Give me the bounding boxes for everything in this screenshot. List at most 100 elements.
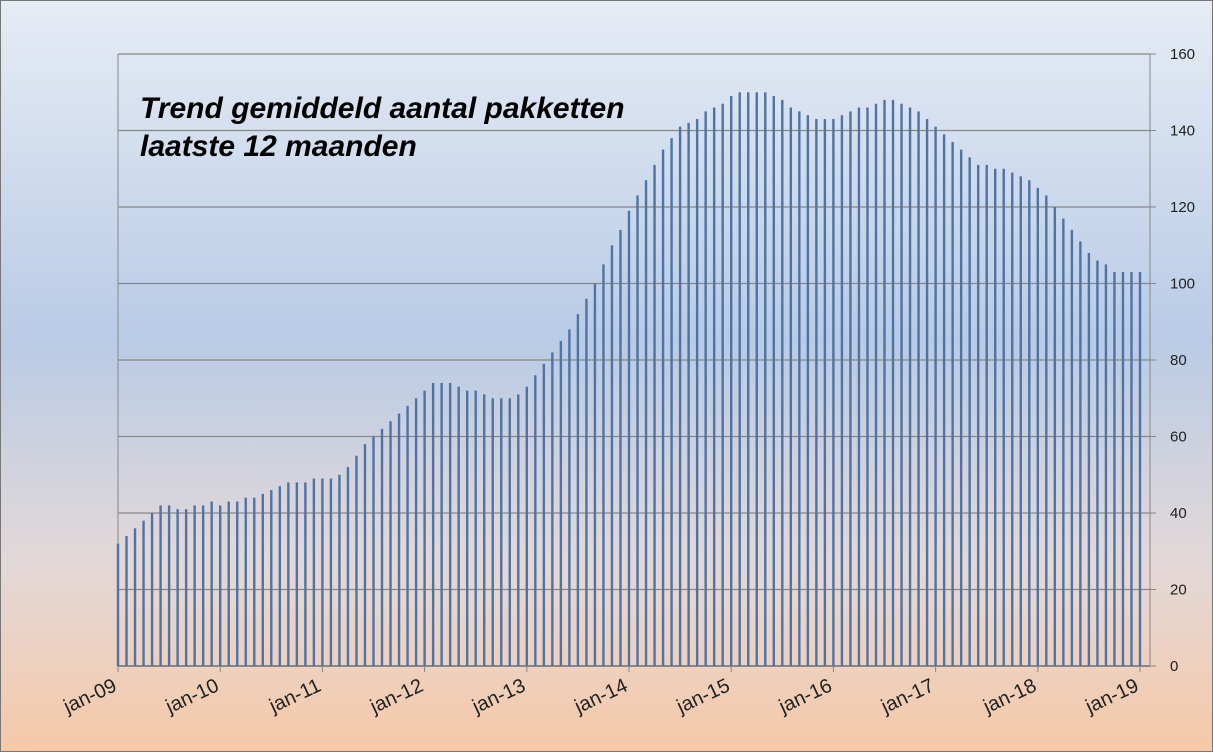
y-tick-label: 60 (1170, 429, 1187, 446)
bar (270, 490, 273, 666)
bar (551, 352, 554, 666)
bar (338, 474, 341, 666)
bar (227, 501, 230, 666)
bar (610, 245, 614, 666)
bar (542, 363, 546, 666)
bar (150, 513, 154, 666)
bar (840, 115, 844, 666)
bar (193, 505, 196, 666)
bar (1028, 180, 1031, 666)
bar (866, 107, 869, 667)
bar (142, 520, 145, 666)
bar (414, 398, 418, 666)
bar (431, 382, 435, 666)
bar (244, 497, 247, 666)
bar (823, 119, 827, 666)
y-tick-label: 100 (1170, 276, 1195, 293)
bar (1036, 187, 1039, 666)
bar (219, 505, 222, 666)
bar (747, 92, 750, 666)
bar (176, 509, 179, 666)
bar (721, 103, 724, 667)
bar (133, 528, 137, 666)
bar (832, 119, 835, 666)
bar (380, 428, 384, 666)
bar (764, 92, 767, 666)
bar (1104, 264, 1108, 666)
bar (917, 111, 920, 666)
bar (321, 478, 324, 666)
bar (474, 390, 477, 666)
bar (116, 543, 120, 666)
bar (985, 164, 988, 667)
bar (261, 493, 264, 666)
bar (295, 482, 299, 666)
bar (236, 501, 239, 666)
y-tick-label: 140 (1170, 123, 1195, 140)
bar (1138, 272, 1142, 666)
bar (738, 92, 741, 666)
bar (772, 96, 775, 666)
bar (448, 382, 452, 666)
bar (304, 482, 307, 666)
bar (1113, 272, 1116, 666)
bar (994, 168, 997, 666)
bar (329, 478, 333, 666)
bar (934, 126, 937, 667)
bar (389, 421, 392, 666)
bar (363, 444, 367, 666)
bar (730, 96, 733, 666)
bar (125, 535, 128, 666)
bar (670, 138, 673, 666)
bar (602, 264, 605, 666)
bar (201, 505, 205, 666)
bar (1130, 272, 1133, 666)
bar (287, 482, 290, 666)
bar (406, 405, 409, 666)
bar (1062, 218, 1065, 666)
bar (1002, 168, 1005, 666)
bar (1087, 252, 1091, 666)
bar (951, 141, 954, 667)
bar (798, 111, 801, 666)
bar (976, 164, 980, 667)
bar (525, 386, 528, 666)
y-tick-label: 0 (1170, 658, 1178, 675)
bar (1045, 195, 1048, 666)
bar (1070, 229, 1074, 666)
bar (857, 107, 861, 667)
y-tick-label: 80 (1170, 352, 1187, 369)
bar (883, 99, 886, 666)
bar (159, 505, 162, 666)
bar (278, 486, 282, 666)
bar (644, 180, 648, 666)
bar (1121, 272, 1125, 666)
bar (959, 149, 963, 666)
bar (900, 103, 903, 667)
bar (593, 283, 597, 666)
bar (568, 329, 571, 666)
bar (815, 119, 818, 666)
bar (253, 497, 256, 666)
bar (908, 107, 912, 667)
bar (210, 501, 213, 666)
bar (942, 134, 946, 666)
bar (695, 119, 699, 666)
bar (704, 111, 707, 666)
bar (500, 398, 503, 666)
bar (559, 340, 563, 666)
bar (517, 394, 520, 666)
y-tick-label: 40 (1170, 505, 1187, 522)
bar (806, 115, 810, 666)
bar (576, 314, 580, 666)
bar (440, 382, 443, 666)
bar (491, 398, 494, 666)
bar (712, 107, 716, 667)
bar (789, 107, 793, 667)
bar (483, 394, 486, 666)
bar (346, 467, 350, 666)
bar (1019, 176, 1022, 666)
bar (627, 210, 631, 666)
bar (619, 229, 622, 666)
